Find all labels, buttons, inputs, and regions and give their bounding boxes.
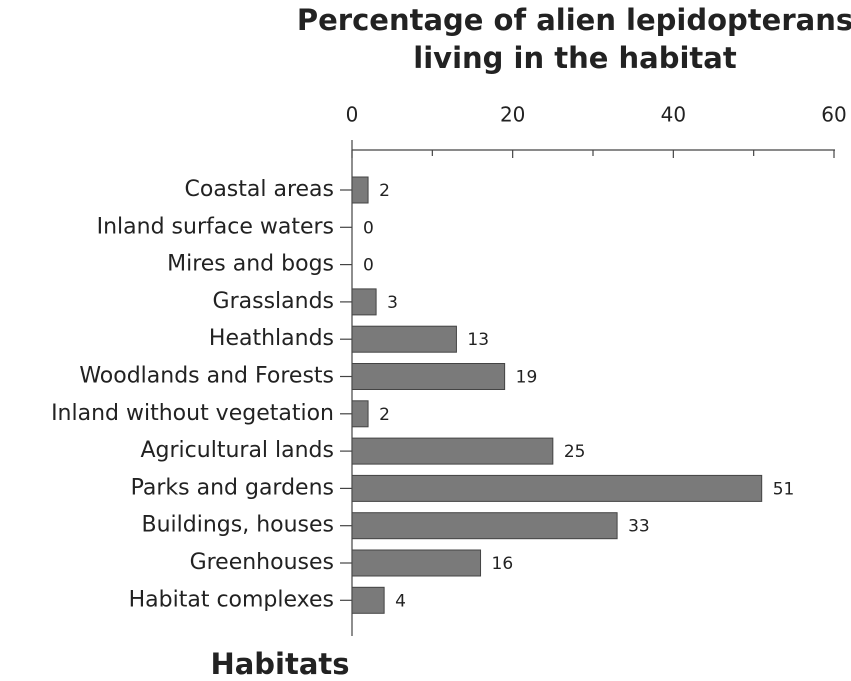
y-tick-label: Coastal areas [185, 177, 335, 202]
bar [351, 512, 618, 540]
value-label: 16 [492, 554, 514, 574]
bar [351, 363, 506, 390]
x-tick-label: 60 [821, 103, 846, 127]
value-label: 25 [564, 442, 586, 462]
bar [351, 586, 385, 614]
value-label: 13 [467, 330, 489, 350]
value-label: 3 [387, 293, 398, 313]
chart-title: living in the habitat [413, 41, 737, 75]
value-label: 2 [379, 405, 390, 425]
bar [351, 176, 369, 204]
value-label: 0 [363, 218, 374, 238]
value-label: 4 [395, 591, 406, 611]
y-tick-label: Habitat complexes [129, 587, 334, 612]
value-label: 19 [516, 368, 538, 388]
value-label: 2 [379, 181, 390, 201]
y-tick-label: Parks and gardens [131, 475, 334, 500]
axis-title: Habitats [210, 647, 349, 681]
chart-title: Percentage of alien lepidopterans [297, 3, 851, 37]
value-label: 51 [773, 479, 795, 499]
bar [351, 549, 482, 577]
y-tick-label: Woodlands and Forests [79, 364, 334, 389]
x-tick-label: 40 [661, 103, 686, 127]
y-tick-label: Heathlands [209, 326, 334, 351]
x-tick-label: 20 [500, 103, 525, 127]
bar [351, 288, 377, 316]
y-tick-label: Inland surface waters [97, 214, 334, 239]
value-label: 0 [363, 256, 374, 276]
bar [351, 325, 457, 353]
y-tick-label: Mires and bogs [167, 252, 334, 277]
bar [351, 474, 763, 502]
y-tick-label: Inland without vegetation [51, 401, 334, 426]
y-tick-label: Greenhouses [190, 550, 334, 575]
y-tick-label: Buildings, houses [142, 513, 335, 538]
x-tick-label: 0 [346, 103, 359, 127]
y-tick-label: Grasslands [213, 289, 334, 314]
bar [351, 400, 369, 428]
value-label: 33 [628, 517, 650, 537]
y-tick-label: Agricultural lands [141, 438, 335, 463]
bar [351, 437, 554, 465]
